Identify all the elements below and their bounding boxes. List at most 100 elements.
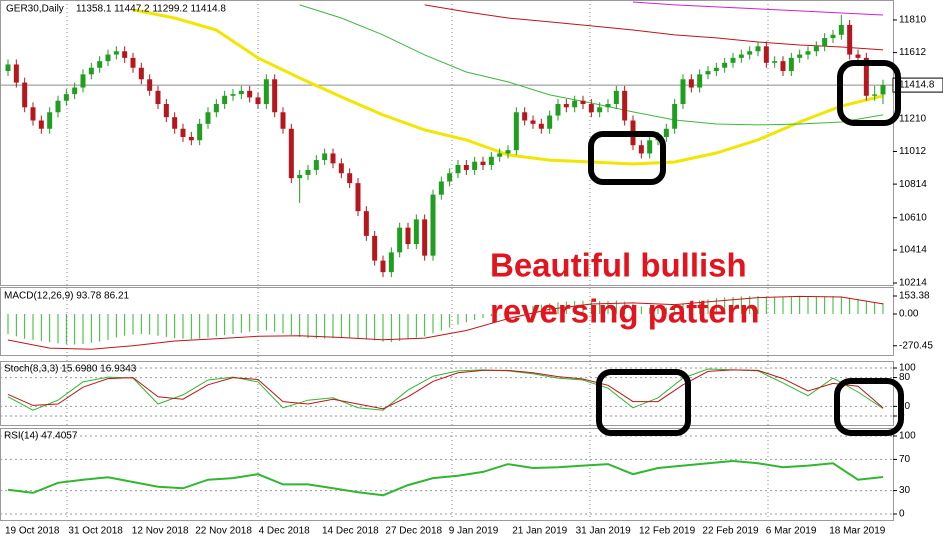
- candle-body: [5, 64, 11, 72]
- moving-average: [424, 4, 884, 51]
- x-tick-label: 6 Mar 2019: [766, 526, 817, 537]
- candle-body: [230, 94, 236, 96]
- y-tick-label: 153.38: [899, 291, 930, 302]
- y-tick-label: 10214: [899, 278, 927, 289]
- candle-body: [680, 79, 686, 105]
- candle-body: [730, 57, 736, 63]
- y-tick-label: 30: [899, 485, 911, 496]
- candle-body: [422, 219, 428, 256]
- candle-body: [355, 183, 361, 212]
- candle-body: [388, 252, 394, 273]
- candle-body: [305, 169, 311, 175]
- candle-body: [580, 100, 586, 105]
- stoch-panel: [0, 361, 894, 426]
- x-tick-label: 14 Dec 2018: [322, 526, 379, 537]
- candle-body: [480, 161, 486, 165]
- candle-body: [605, 104, 611, 108]
- candle-body: [647, 140, 653, 154]
- y-tick-label: 70: [899, 454, 911, 465]
- candle-body: [597, 107, 603, 113]
- candle-body: [463, 165, 469, 170]
- candle-body: [297, 174, 303, 179]
- x-tick-label: 27 Dec 2018: [385, 526, 442, 537]
- candle-body: [822, 38, 828, 47]
- candle-body: [238, 90, 244, 95]
- candle-body: [88, 67, 94, 75]
- candle-body: [372, 235, 378, 261]
- rsi-title: RSI(14) 47.4057: [4, 431, 78, 442]
- y-tick-label: 11012: [899, 146, 927, 157]
- annotation: Beautiful bullish: [490, 247, 747, 284]
- candle-body: [788, 57, 794, 72]
- candle-body: [222, 95, 228, 105]
- last-price-label: 11414.8: [899, 80, 935, 91]
- candle-body: [522, 112, 528, 121]
- candle-body: [205, 112, 211, 124]
- candle-body: [838, 24, 844, 35]
- candle-body: [847, 24, 853, 55]
- y-tick-label: 0: [899, 509, 905, 520]
- candle-body: [713, 67, 719, 72]
- x-tick-label: 22 Nov 2018: [195, 526, 252, 537]
- candle-body: [780, 61, 786, 72]
- candle-body: [397, 227, 403, 253]
- y-tick-label: 20: [899, 401, 911, 412]
- rsi-panel: [0, 428, 894, 521]
- candle-body: [147, 79, 153, 91]
- candle-body: [872, 94, 878, 96]
- stoch-title: Stoch(8,3,3) 15.6980 16.9343: [4, 364, 137, 375]
- highlight: [834, 378, 904, 436]
- candle-body: [880, 85, 886, 95]
- highlight: [588, 131, 666, 185]
- candle-body: [213, 104, 219, 113]
- date-separators: [66, 0, 769, 520]
- symbol-title: GER30,Daily: [6, 4, 64, 15]
- candle-body: [505, 150, 511, 154]
- candle-body: [772, 61, 778, 63]
- candle-body: [447, 173, 453, 182]
- candle-body: [155, 90, 161, 105]
- candle-body: [55, 100, 61, 113]
- candle-body: [455, 165, 461, 174]
- x-tick-label: 19 Oct 2018: [5, 526, 60, 537]
- candle-body: [613, 90, 619, 105]
- candle-body: [280, 112, 286, 129]
- macd-panel: [0, 287, 894, 356]
- y-tick-label: 11612: [899, 47, 927, 58]
- candle-body: [622, 90, 628, 121]
- y-tick-label: 10414: [899, 245, 927, 256]
- candle-body: [255, 97, 261, 105]
- price-panel: [0, 0, 894, 286]
- indicator-line: [7, 459, 884, 497]
- ohlc-header: 11358.1 11447.2 11299.2 11414.8: [76, 4, 226, 15]
- candle-body: [13, 64, 19, 83]
- candle-body: [755, 46, 761, 52]
- candle-body: [555, 104, 561, 116]
- candle-body: [588, 104, 594, 113]
- candle-body: [430, 194, 436, 256]
- candle-body: [63, 94, 69, 101]
- candle-body: [322, 153, 328, 161]
- candle-body: [38, 120, 44, 129]
- x-tick-label: 21 Jan 2019: [512, 526, 567, 537]
- candle-body: [313, 160, 319, 170]
- candle-body: [247, 90, 253, 98]
- candle-body: [572, 100, 578, 108]
- y-tick-label: 10610: [899, 212, 927, 223]
- signal-line: [7, 295, 884, 350]
- x-tick-label: 12 Feb 2019: [639, 526, 696, 537]
- candle-body: [855, 54, 861, 58]
- candle-body: [188, 136, 194, 141]
- candle-body: [197, 123, 203, 141]
- y-tick-label: 100: [899, 431, 916, 442]
- candle-body: [472, 161, 478, 170]
- y-tick-label: 0.00: [899, 309, 919, 320]
- y-tick-label: 100: [899, 363, 916, 374]
- candle-body: [722, 62, 728, 68]
- candle-body: [747, 51, 753, 55]
- y-tick-label: 80: [899, 372, 911, 383]
- last-price-box: [892, 77, 943, 93]
- candle-body: [347, 173, 353, 184]
